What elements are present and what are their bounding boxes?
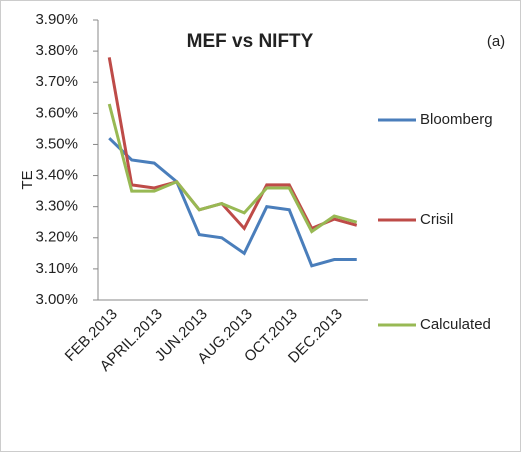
series-line (107, 103, 358, 234)
y-tick-label: 3.40% (35, 167, 78, 184)
y-tick-label: 3.30% (35, 198, 78, 215)
y-tick-label: 3.80% (35, 42, 78, 59)
chart-title: MEF vs NIFTY (187, 31, 314, 52)
y-tick-label: 3.00% (35, 291, 78, 308)
legend-label: Calculated (420, 316, 491, 333)
y-tick-label: 3.70% (35, 73, 78, 90)
series-line (108, 137, 357, 268)
y-tick-label: 3.90% (35, 11, 78, 28)
y-tick-label: 3.60% (35, 104, 78, 121)
annotation: (a) (487, 33, 505, 50)
legend-label: Crisil (420, 211, 453, 228)
y-tick-label: 3.10% (35, 260, 78, 277)
series-line (107, 57, 358, 232)
y-axis-label: TE (19, 170, 36, 189)
y-tick-label: 3.50% (35, 135, 78, 152)
y-tick-label: 3.20% (35, 229, 78, 246)
legend-label: Bloomberg (420, 111, 493, 128)
